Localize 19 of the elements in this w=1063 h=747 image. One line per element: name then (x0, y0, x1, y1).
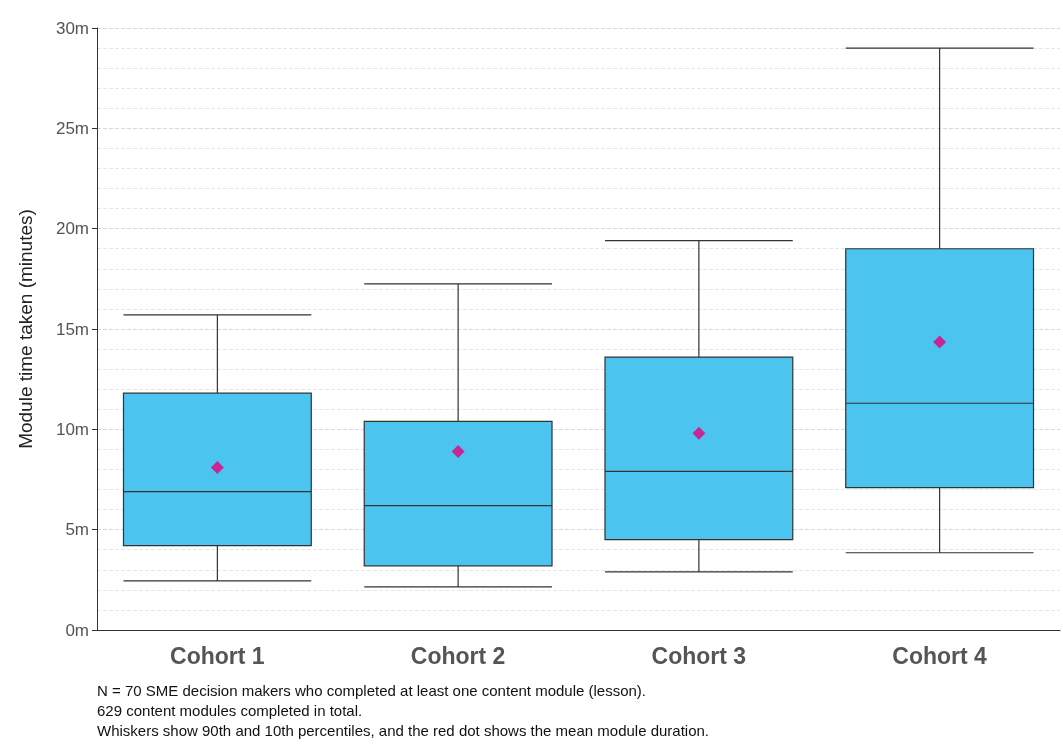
x-tick-label: Cohort 3 (651, 642, 747, 669)
y-tick-label: 5m (65, 520, 89, 540)
y-tick-label: 25m (55, 118, 89, 138)
y-tick-label: 0m (65, 620, 89, 640)
y-tick-label: 15m (55, 319, 89, 339)
text: N = 70 SME decision makers who completed at least one content module (lesson). (97, 682, 647, 699)
x-tick-label: Cohort 2 (410, 642, 506, 669)
point (933, 335, 947, 349)
y-tick-label: 30m (55, 18, 89, 38)
x-tick-label: Cohort 4 (892, 642, 988, 669)
text: 629 content modules completed in total. (97, 702, 363, 719)
point (692, 426, 706, 440)
y-tick-label: 20m (55, 219, 89, 239)
point (210, 460, 224, 474)
y-axis-title: Module time taken (minutes) (15, 209, 36, 449)
x-tick-label: Cohort 1 (170, 642, 265, 669)
y-tick-label: 10m (55, 419, 89, 439)
point (451, 444, 465, 458)
text: Whiskers show 90th and 10th percentiles, and the red dot shows the mean module duration. (97, 722, 710, 739)
